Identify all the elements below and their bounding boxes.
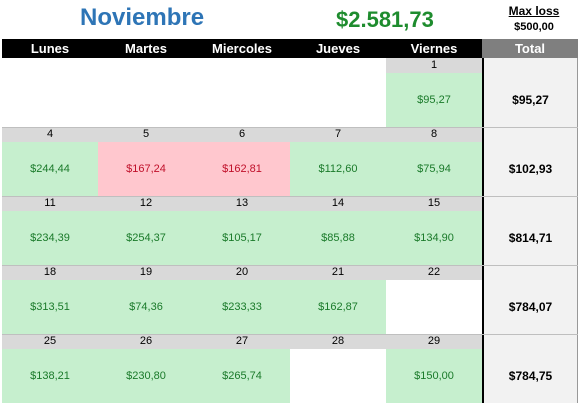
day-number: 18 bbox=[2, 265, 98, 280]
max-loss-value: $500,00 bbox=[514, 21, 554, 33]
day-number: 26 bbox=[98, 334, 194, 349]
day-number: 15 bbox=[386, 196, 482, 211]
week-separator bbox=[2, 196, 578, 197]
day-value: $105,17 bbox=[194, 211, 290, 265]
week-total-cell: $784,75 bbox=[482, 334, 578, 403]
day-cell[interactable]: 14 $85,88 bbox=[290, 196, 386, 265]
day-number: 4 bbox=[2, 127, 98, 142]
day-value: $167,24 bbox=[98, 142, 194, 196]
day-number: 22 bbox=[386, 265, 482, 280]
day-number: 7 bbox=[290, 127, 386, 142]
day-cell[interactable]: 22 bbox=[386, 265, 482, 334]
day-number: 8 bbox=[386, 127, 482, 142]
day-value: $134,90 bbox=[386, 211, 482, 265]
day-number: 19 bbox=[98, 265, 194, 280]
weekday-header: Lunes Martes Miercoles Jueves Viernes To… bbox=[2, 39, 578, 58]
week-total-value: $814,71 bbox=[508, 231, 553, 245]
day-cell[interactable]: 21 $162,87 bbox=[290, 265, 386, 334]
day-value: $150,00 bbox=[386, 349, 482, 403]
day-value: $112,60 bbox=[290, 142, 386, 196]
day-number: 12 bbox=[98, 196, 194, 211]
day-cell[interactable]: 4 $244,44 bbox=[2, 127, 98, 196]
day-cell[interactable]: 8 $75,94 bbox=[386, 127, 482, 196]
day-value: $75,94 bbox=[386, 142, 482, 196]
week-row: 18 $313,51 19 $74,36 20 $233,33 21 $162,87 22 $78… bbox=[2, 265, 578, 334]
day-value: $138,21 bbox=[2, 349, 98, 403]
day-value bbox=[290, 349, 386, 403]
day-cell[interactable]: 26 $230,80 bbox=[98, 334, 194, 403]
week-total-cell: $102,93 bbox=[482, 127, 578, 196]
day-value: $95,27 bbox=[386, 73, 482, 127]
week-row: 4 $244,44 5 $167,24 6 $162,81 7 $112,60 8 $75,94 $… bbox=[2, 127, 578, 196]
week-separator bbox=[2, 265, 578, 266]
header-lunes: Lunes bbox=[30, 41, 70, 56]
day-value: $74,36 bbox=[98, 280, 194, 334]
week-total-cell: $95,27 bbox=[482, 58, 578, 127]
week-separator bbox=[2, 334, 578, 335]
week-total-value: $784,07 bbox=[508, 300, 553, 314]
day-cell[interactable] bbox=[98, 58, 194, 127]
day-value: $234,39 bbox=[2, 211, 98, 265]
day-cell[interactable]: 12 $254,37 bbox=[98, 196, 194, 265]
day-number: 1 bbox=[386, 58, 482, 73]
week-row: 11 $234,39 12 $254,37 13 $105,17 14 $85,88 15 $13… bbox=[2, 196, 578, 265]
day-value: $233,33 bbox=[194, 280, 290, 334]
day-cell[interactable] bbox=[2, 58, 98, 127]
day-number: 6 bbox=[194, 127, 290, 142]
day-value: $230,80 bbox=[98, 349, 194, 403]
week-total-value: $784,75 bbox=[508, 369, 553, 383]
max-loss-label: Max loss bbox=[508, 4, 560, 18]
day-number: 13 bbox=[194, 196, 290, 211]
day-value: $265,74 bbox=[194, 349, 290, 403]
day-value: $162,81 bbox=[194, 142, 290, 196]
calendar-grid: 1 $95,27 $95,27 4 $244,44 5 $167,24 6 $162,81 7 $1… bbox=[2, 58, 578, 405]
day-number: 29 bbox=[386, 334, 482, 349]
header-total: Total bbox=[482, 39, 578, 58]
week-total-cell: $784,07 bbox=[482, 265, 578, 334]
day-cell[interactable]: 1 $95,27 bbox=[386, 58, 482, 127]
day-cell[interactable]: 25 $138,21 bbox=[2, 334, 98, 403]
day-cell[interactable] bbox=[194, 58, 290, 127]
week-separator bbox=[2, 127, 578, 128]
month-total: $2.581,73 bbox=[336, 7, 434, 32]
month-title: Noviembre bbox=[80, 4, 205, 31]
week-row: 1 $95,27 $95,27 bbox=[2, 58, 578, 127]
header-martes: Martes bbox=[125, 41, 167, 56]
header-jueves: Jueves bbox=[315, 41, 361, 56]
day-value: $244,44 bbox=[2, 142, 98, 196]
day-value: $85,88 bbox=[290, 211, 386, 265]
day-cell[interactable]: 19 $74,36 bbox=[98, 265, 194, 334]
week-total-value: $102,93 bbox=[508, 162, 553, 176]
header-viernes: Viernes bbox=[410, 41, 458, 56]
day-value: $162,87 bbox=[290, 280, 386, 334]
day-cell[interactable]: 5 $167,24 bbox=[98, 127, 194, 196]
week-total-value: $95,27 bbox=[512, 93, 549, 107]
max-loss: Max loss $500,00 bbox=[502, 3, 566, 33]
day-cell[interactable]: 6 $162,81 bbox=[194, 127, 290, 196]
day-cell[interactable]: 29 $150,00 bbox=[386, 334, 482, 403]
day-cell[interactable] bbox=[290, 58, 386, 127]
day-number: 27 bbox=[194, 334, 290, 349]
day-cell[interactable]: 27 $265,74 bbox=[194, 334, 290, 403]
day-cell[interactable]: 28 bbox=[290, 334, 386, 403]
day-number: 25 bbox=[2, 334, 98, 349]
day-number: 11 bbox=[2, 196, 98, 211]
day-value bbox=[386, 280, 482, 334]
day-cell[interactable]: 15 $134,90 bbox=[386, 196, 482, 265]
day-number: 14 bbox=[290, 196, 386, 211]
day-value: $254,37 bbox=[98, 211, 194, 265]
week-row: 25 $138,21 26 $230,80 27 $265,74 28 29 $150,00 $7… bbox=[2, 334, 578, 403]
header-miercoles: Miercoles bbox=[212, 41, 272, 56]
day-number: 20 bbox=[194, 265, 290, 280]
day-number: 21 bbox=[290, 265, 386, 280]
day-number: 28 bbox=[290, 334, 386, 349]
day-cell[interactable]: 18 $313,51 bbox=[2, 265, 98, 334]
day-value: $313,51 bbox=[2, 280, 98, 334]
day-number: 5 bbox=[98, 127, 194, 142]
day-cell[interactable]: 11 $234,39 bbox=[2, 196, 98, 265]
day-cell[interactable]: 20 $233,33 bbox=[194, 265, 290, 334]
day-cell[interactable]: 7 $112,60 bbox=[290, 127, 386, 196]
day-cell[interactable]: 13 $105,17 bbox=[194, 196, 290, 265]
week-total-cell: $814,71 bbox=[482, 196, 578, 265]
